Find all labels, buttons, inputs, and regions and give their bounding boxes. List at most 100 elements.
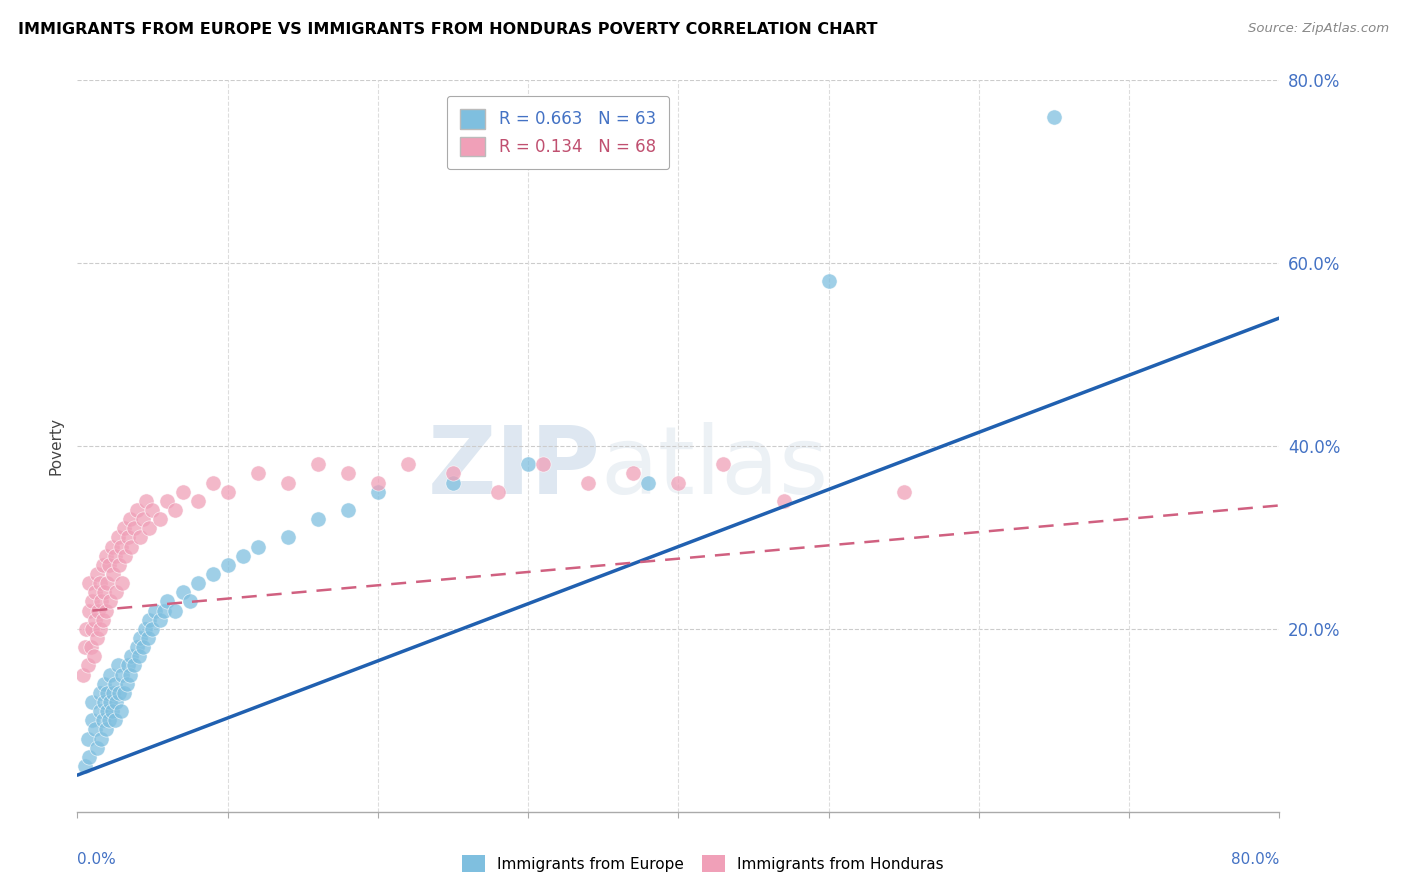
Point: [156, 494, 179, 508]
Text: 80.0%: 80.0%: [1232, 852, 1279, 867]
Point: [120, 649, 142, 664]
Point: [118, 667, 141, 681]
Point: [441, 475, 464, 490]
Point: [217, 558, 239, 572]
Point: [135, 494, 157, 508]
Point: [118, 512, 141, 526]
Point: [86, 631, 108, 645]
Point: [201, 567, 224, 582]
Legend: Immigrants from Europe, Immigrants from Honduras: Immigrants from Europe, Immigrants from …: [454, 847, 952, 880]
Point: [79, 603, 101, 617]
Point: [141, 622, 163, 636]
Point: [73, 640, 96, 655]
Point: [107, 658, 129, 673]
Point: [111, 667, 134, 681]
Point: [517, 457, 540, 471]
Point: [93, 585, 115, 599]
Point: [89, 686, 111, 700]
Point: [713, 457, 735, 471]
Point: [156, 594, 179, 608]
Point: [367, 484, 389, 499]
Point: [86, 740, 108, 755]
Point: [114, 549, 136, 563]
Point: [82, 695, 104, 709]
Point: [129, 530, 152, 544]
Point: [141, 503, 163, 517]
Point: [576, 475, 599, 490]
Point: [136, 631, 159, 645]
Point: [89, 576, 111, 591]
Point: [91, 558, 114, 572]
Point: [96, 704, 118, 718]
Point: [153, 603, 176, 617]
Point: [621, 467, 644, 481]
Text: ZIP: ZIP: [427, 422, 600, 514]
Point: [145, 603, 167, 617]
Point: [105, 695, 128, 709]
Point: [441, 467, 464, 481]
Point: [138, 521, 160, 535]
Point: [124, 658, 146, 673]
Text: IMMIGRANTS FROM EUROPE VS IMMIGRANTS FROM HONDURAS POVERTY CORRELATION CHART: IMMIGRANTS FROM EUROPE VS IMMIGRANTS FRO…: [18, 22, 877, 37]
Point: [772, 494, 794, 508]
Point: [124, 521, 146, 535]
Point: [82, 594, 104, 608]
Point: [101, 704, 124, 718]
Legend: R = 0.663   N = 63, R = 0.134   N = 68: R = 0.663 N = 63, R = 0.134 N = 68: [447, 96, 669, 169]
Point: [132, 512, 155, 526]
Point: [73, 759, 96, 773]
Point: [72, 667, 94, 681]
Point: [90, 731, 112, 746]
Point: [108, 558, 131, 572]
Point: [84, 613, 107, 627]
Point: [97, 714, 120, 728]
Point: [104, 676, 127, 690]
Point: [246, 540, 269, 554]
Point: [96, 576, 118, 591]
Y-axis label: Poverty: Poverty: [48, 417, 63, 475]
Point: [367, 475, 389, 490]
Point: [75, 622, 97, 636]
Point: [100, 594, 122, 608]
Point: [128, 649, 150, 664]
Point: [86, 567, 108, 582]
Point: [138, 613, 160, 627]
Point: [531, 457, 554, 471]
Point: [90, 594, 112, 608]
Point: [84, 723, 107, 737]
Point: [104, 714, 127, 728]
Point: [163, 503, 186, 517]
Point: [246, 467, 269, 481]
Point: [127, 503, 149, 517]
Point: [336, 467, 359, 481]
Text: Source: ZipAtlas.com: Source: ZipAtlas.com: [1249, 22, 1389, 36]
Point: [186, 576, 209, 591]
Point: [277, 530, 299, 544]
Point: [82, 714, 104, 728]
Point: [101, 540, 124, 554]
Point: [82, 622, 104, 636]
Point: [115, 676, 138, 690]
Point: [93, 676, 115, 690]
Point: [120, 540, 142, 554]
Point: [80, 640, 103, 655]
Point: [105, 585, 128, 599]
Point: [132, 640, 155, 655]
Point: [94, 723, 117, 737]
Point: [87, 603, 110, 617]
Point: [93, 695, 115, 709]
Text: 0.0%: 0.0%: [77, 852, 117, 867]
Point: [201, 475, 224, 490]
Point: [111, 576, 134, 591]
Point: [110, 540, 132, 554]
Point: [149, 512, 172, 526]
Point: [668, 475, 690, 490]
Point: [277, 475, 299, 490]
Point: [217, 484, 239, 499]
Point: [336, 503, 359, 517]
Point: [1043, 110, 1066, 124]
Point: [149, 613, 172, 627]
Point: [186, 494, 209, 508]
Point: [108, 686, 131, 700]
Point: [76, 658, 98, 673]
